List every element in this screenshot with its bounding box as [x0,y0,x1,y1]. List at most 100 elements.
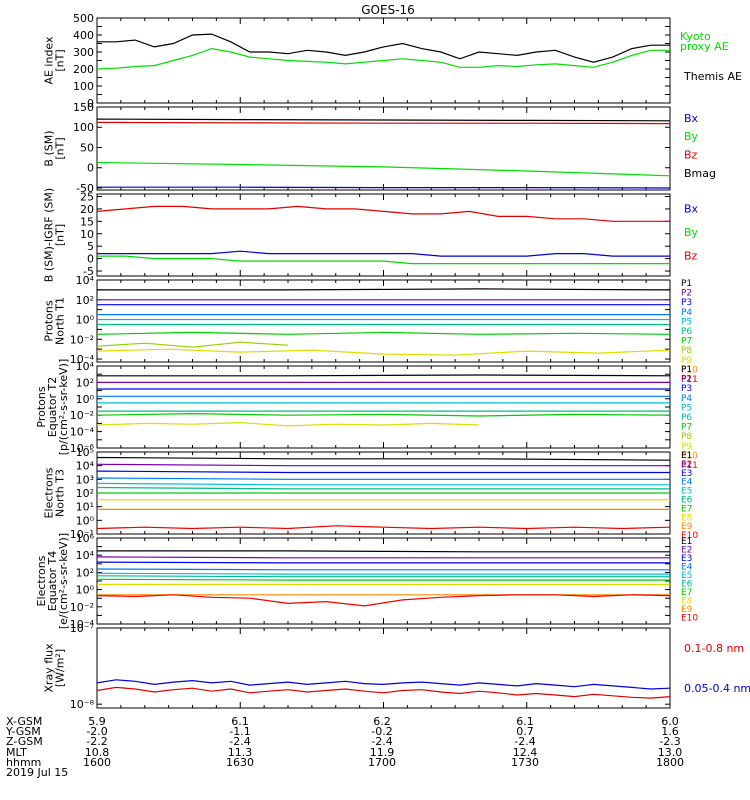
footer-value: 0.7 [516,725,534,738]
y-tick-label: 10⁴ [76,460,95,473]
panel-frame [96,365,671,449]
legend-entry: E4 [681,478,693,488]
panel-xray: 10⁻⁸ 10⁻⁷ Xray flux[W/m²] 0.1-0.8 nm 0.05-0.… [43,622,750,711]
legend-entry: By [684,130,699,143]
footer-value: 6.2 [373,715,391,728]
legend-entry: P7 [681,337,692,347]
y-axis-label: Electrons [43,467,56,518]
legend-entry: E6 [681,580,693,590]
plot-title: GOES-16 [361,3,415,17]
legend-entry: By [684,226,699,239]
legend-entry: P10 [681,365,698,375]
series-line-e_equator-6 [96,578,670,581]
y-tick-label: 0 [87,253,94,266]
y-tick-label: 50 [80,141,94,154]
footer-value: -2.4 [514,735,535,748]
footer-value: 6.1 [231,715,249,728]
y-tick-label: 200 [73,63,94,76]
legend-entry: Bmag [684,167,716,180]
y-axis-label: North T1 [54,297,67,345]
footer-label: hhmm [6,756,41,769]
legend-entry: E4 [681,563,693,573]
series-line-e_north-0 [96,456,671,461]
legend-entry: E3 [681,554,692,564]
series-line-e_north-5 [96,486,670,490]
y-tick-label: 10³ [76,473,94,486]
y-tick-label: 15 [80,215,94,228]
y-tick-label: 10¹ [76,501,94,514]
y-tick-label: 10² [76,566,94,579]
y-axis-label: [p/(cm²-s-sr-keV)] [57,359,70,456]
legend-entry: P4 [681,308,692,318]
y-tick-label: 10² [76,376,94,389]
legend-entry: E1 [681,451,692,461]
series-line-bigrf-1 [97,250,670,257]
series-line-p_equator-0 [97,374,671,377]
series-line-p_north-8 [96,348,671,356]
legend-entry: P11 [681,461,698,471]
series-line-bsm-1 [96,121,671,125]
y-axis-label: [nT] [54,224,67,246]
y-tick-label: 100 [73,121,94,134]
y-axis-label: B (SM)-IGRF (SM) [43,188,56,282]
footer-value: -0.2 [371,725,392,738]
y-tick-label: 10⁴ [76,549,95,562]
footer-value: 5.9 [88,715,106,728]
legend-entry: P10 [681,451,698,461]
legend-entry: E7 [681,504,692,514]
series-line-bigrf-0 [96,205,670,222]
y-tick-label: -5 [83,265,94,278]
y-tick-label: 400 [73,29,94,42]
series-line-e_north-3 [96,477,670,480]
footer-value: 12.4 [513,746,538,759]
y-axis-label: Protons [35,386,48,427]
y-axis-label: Equator T2 [46,377,59,437]
legend-entry: Kyoto [680,30,711,43]
y-axis-label: [nT] [54,49,67,71]
y-tick-label: 10⁰ [76,314,95,327]
footer-value: 1700 [368,756,396,769]
legend-entry: E8 [681,597,693,607]
series-line-ae-0 [97,33,670,63]
footer-value: 6.1 [516,715,534,728]
legend-entry: P5 [681,317,692,327]
y-tick-label: 10⁻⁸ [70,698,95,711]
y-tick-label: 10⁻⁴ [70,353,95,366]
footer-value: -2.4 [229,735,250,748]
legend-entry: P4 [681,394,692,404]
y-tick-label: 10² [76,487,94,500]
legend-entry: P1 [681,365,692,375]
legend-entry: E3 [681,469,692,479]
y-tick-label: 10⁶ [76,532,95,545]
series-line-bsm-3 [97,186,671,189]
footer-label: Y-GSM [5,725,41,738]
y-tick-label: 100 [73,80,94,93]
y-tick-label: 500 [73,12,94,25]
y-tick-label: 10⁰ [76,514,95,527]
series-line-e_equator-3 [96,568,670,571]
series-line-e_north-4 [96,482,670,486]
series-line-e_equator-0 [97,550,670,553]
legend-entry: Bx [684,112,699,125]
legend-entry: E8 [681,513,693,523]
legend-entry: Bz [684,149,698,162]
legend-entry: E9 [681,605,693,615]
y-tick-label: 0 [87,162,94,175]
legend-entry: P7 [681,423,692,433]
y-tick-label: 10² [76,294,94,307]
legend-entry: P3 [681,384,692,394]
legend-entry: 0.05-0.4 nm [684,682,750,695]
legend-entry: P5 [681,403,692,413]
y-tick-label: 10⁻² [70,409,94,422]
legend-entry: 0.1-0.8 nm [684,642,744,655]
y-tick-label: -50 [76,182,94,195]
y-axis-label: Protons [43,300,56,341]
y-axis-label: North T3 [54,469,67,517]
footer-value: -1.1 [229,725,250,738]
legend-entry: P6 [681,413,692,423]
